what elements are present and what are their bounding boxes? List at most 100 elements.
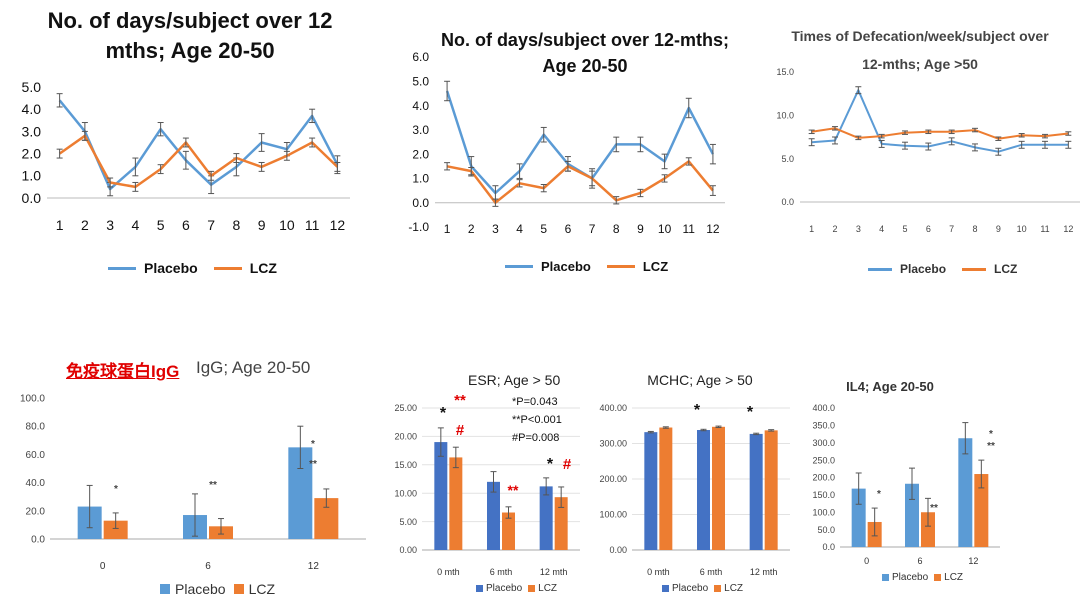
chart-title: MCHC; Age > 50: [647, 372, 753, 388]
legend-lcz-label: LCZ: [249, 260, 277, 276]
x-tick-label: 3: [856, 224, 861, 234]
x-tick-label: 11: [1040, 224, 1049, 234]
legend: Placebo LCZ: [662, 583, 759, 594]
x-tick-label: 2: [468, 222, 475, 236]
x-tick-label: 10: [658, 222, 672, 236]
legend: Placebo LCZ: [160, 581, 291, 597]
bar-placebo: [434, 442, 448, 550]
bar-lcz: [449, 457, 463, 550]
chart-title-red: 免疫球蛋白IgG: [66, 362, 180, 381]
legend-placebo-label: Placebo: [900, 262, 947, 276]
legend-lcz: LCZ: [714, 583, 743, 594]
x-tick-label: 12 mth: [540, 567, 568, 577]
x-tick-label: 11: [305, 217, 320, 233]
y-tick-label: 20.0: [26, 506, 46, 517]
lcz-swatch: [714, 585, 722, 592]
x-tick-label: 9: [996, 224, 1001, 234]
significance-mark: **: [987, 441, 995, 452]
legend-placebo-label: Placebo: [892, 572, 929, 583]
y-tick-label: 100.0: [812, 507, 835, 517]
lcz-swatch: [934, 574, 942, 581]
legend: Placebo LCZ: [476, 583, 573, 594]
significance-mark: *: [440, 405, 447, 422]
series-line-placebo: [811, 89, 1069, 153]
placebo-swatch: [662, 585, 669, 592]
bar-placebo: [539, 486, 553, 550]
bar-plot-mchc: 0.00 100.00 200.00 300.00 400.00 0 mth 6 mth 12…: [599, 402, 790, 577]
y-tick-label: 5.0: [22, 79, 42, 95]
bar-placebo: [644, 432, 658, 550]
lcz-swatch: [606, 265, 635, 268]
legend-placebo: Placebo: [160, 581, 226, 597]
x-tick-label: 9: [258, 217, 266, 233]
significance-mark: *: [311, 439, 315, 450]
bar-placebo: [749, 433, 763, 550]
significance-mark: **: [454, 392, 466, 409]
chart-days-20-50-b: No. of days/subject over 12-mths; Age 20…: [380, 0, 750, 300]
x-tick-label: 8: [613, 222, 620, 236]
y-tick-label: 150.0: [812, 490, 835, 500]
chart-days-20-50-a: No. of days/subject over 12 mths; Age 20…: [0, 0, 360, 300]
y-tick-label: 80.0: [26, 422, 46, 433]
bar-placebo: [851, 488, 866, 547]
legend-lcz-label: LCZ: [248, 581, 276, 597]
legend-placebo-label: Placebo: [541, 259, 591, 274]
y-tick-label: 4.0: [22, 101, 42, 117]
x-tick-label: 1: [809, 224, 814, 234]
bar-lcz: [103, 520, 128, 539]
y-tick-label: 0.00: [609, 545, 627, 555]
chart-title: IgG; Age 20-50: [196, 358, 311, 377]
significance-mark: **: [209, 480, 217, 491]
chart-esr: ESR; Age > 50 0.00 5.00 10.00 15.00 20.00 25.…: [380, 345, 590, 607]
significance-mark: *: [694, 402, 701, 419]
legend-placebo-label: Placebo: [144, 260, 198, 276]
x-tick-label: 6: [205, 561, 211, 572]
significance-mark: **: [508, 482, 519, 498]
legend-placebo: Placebo: [476, 583, 522, 594]
y-tick-label: 0.0: [822, 542, 835, 552]
legend-lcz-label: LCZ: [538, 583, 558, 594]
placebo-swatch: [476, 585, 483, 592]
x-tick-label: 0 mth: [437, 567, 460, 577]
legend-lcz-label: LCZ: [994, 262, 1018, 276]
chart-title-line1: Times of Defecation/week/subject over: [791, 28, 1049, 44]
x-tick-label: 3: [106, 217, 114, 233]
chart-title-line2: Age 20-50: [542, 56, 628, 76]
chart-igg: 免疫球蛋白IgG IgG; Age 20-50 0.0 20.0 40.0 60.0 8…: [0, 345, 375, 607]
x-tick-label: 12: [968, 556, 978, 566]
significance-mark: **: [930, 503, 938, 514]
legend-placebo: Placebo: [505, 259, 591, 274]
significance-mark: #: [456, 422, 465, 439]
y-tick-label: 0.00: [399, 545, 417, 555]
y-tick-label: 4.0: [412, 99, 429, 113]
significance-mark: #: [563, 456, 572, 473]
chart-title-line2: 12-mths; Age >50: [862, 56, 978, 72]
legend: Placebo LCZ: [505, 259, 684, 274]
legend: Placebo LCZ: [882, 572, 979, 583]
y-tick-label: 10.00: [394, 488, 417, 498]
y-tick-label: 50.0: [817, 525, 835, 535]
legend-lcz: LCZ: [213, 260, 277, 276]
lcz-swatch: [233, 584, 244, 594]
y-tick-label: 100.00: [599, 510, 627, 520]
y-tick-label: 15.00: [394, 460, 417, 470]
bar-lcz: [974, 474, 989, 547]
x-tick-label: 1: [444, 222, 451, 236]
y-tick-label: 100.0: [20, 394, 45, 405]
chart-title-line1: No. of days/subject over 12-mths;: [440, 30, 730, 50]
chart-defecation-gt50: Times of Defecation/week/subject over 12…: [760, 0, 1080, 300]
x-tick-label: 2: [832, 224, 837, 234]
placebo-swatch: [882, 574, 889, 581]
significance-mark: **: [309, 459, 317, 470]
x-tick-label: 5: [157, 217, 165, 233]
x-tick-label: 12: [1063, 224, 1073, 234]
annotation-p1: *P=0.043: [512, 396, 558, 408]
series-line-lcz: [811, 127, 1069, 140]
x-tick-label: 8: [232, 217, 240, 233]
significance-mark: *: [114, 484, 118, 495]
chart-title-line2: mths; Age 20-50: [105, 38, 275, 63]
significance-mark: *: [989, 429, 993, 440]
y-tick-label: 1.0: [22, 168, 42, 184]
x-tick-label: 12: [308, 561, 320, 572]
